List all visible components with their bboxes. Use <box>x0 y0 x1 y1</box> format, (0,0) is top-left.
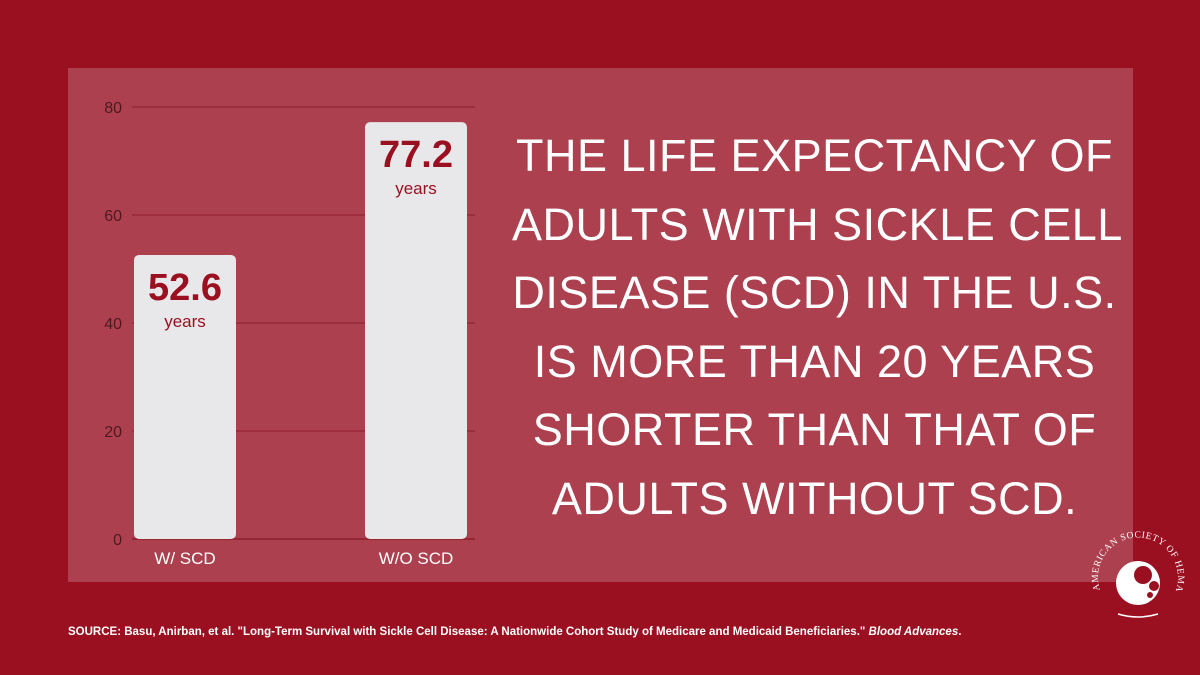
y-tick-label: 20 <box>104 424 122 441</box>
headline-line: SHORTER THAN THAT OF <box>532 404 1097 455</box>
logo-base <box>1117 613 1159 618</box>
y-tick-label: 0 <box>113 532 122 549</box>
bar-value-label: 77.2 <box>379 134 453 176</box>
headline-line: ADULTS WITHOUT SCD. <box>551 472 1078 524</box>
chart-panel <box>68 68 1133 582</box>
bar-unit-label: years <box>164 312 206 331</box>
bar-value-label: 52.6 <box>148 267 222 309</box>
ash-logo-icon: AMERICAN SOCIETY OF HEMATOLOGY <box>1088 528 1185 618</box>
logo-cell <box>1149 581 1159 591</box>
logo-cell <box>1147 592 1153 598</box>
source-citation: SOURCE: Basu, Anirban, et al. "Long-Term… <box>68 626 961 638</box>
bar <box>134 254 236 539</box>
y-tick-label: 40 <box>104 316 122 333</box>
headline-line: IS MORE THAN 20 YEARS <box>533 335 1096 387</box>
y-tick-label: 60 <box>104 208 122 225</box>
headline-line: ADULTS WITH SICKLE CELL <box>512 198 1123 250</box>
x-category-label: W/O SCD <box>379 549 454 568</box>
bar <box>365 122 467 540</box>
y-tick-label: 80 <box>104 100 122 117</box>
bar-unit-label: years <box>395 179 437 198</box>
source-journal: Blood Advances <box>868 626 959 638</box>
headline-line: DISEASE (SCD) IN THE U.S. <box>512 267 1117 318</box>
logo-cell <box>1134 566 1152 584</box>
headline-line: THE LIFE EXPECTANCY OF <box>516 130 1113 181</box>
x-category-label: W/ SCD <box>154 549 215 568</box>
source-text: SOURCE: Basu, Anirban, et al. "Long-Term… <box>68 626 866 638</box>
source-end: . <box>958 626 962 638</box>
headline: THE LIFE EXPECTANCY OF ADULTS WITH SICKL… <box>512 122 1123 533</box>
